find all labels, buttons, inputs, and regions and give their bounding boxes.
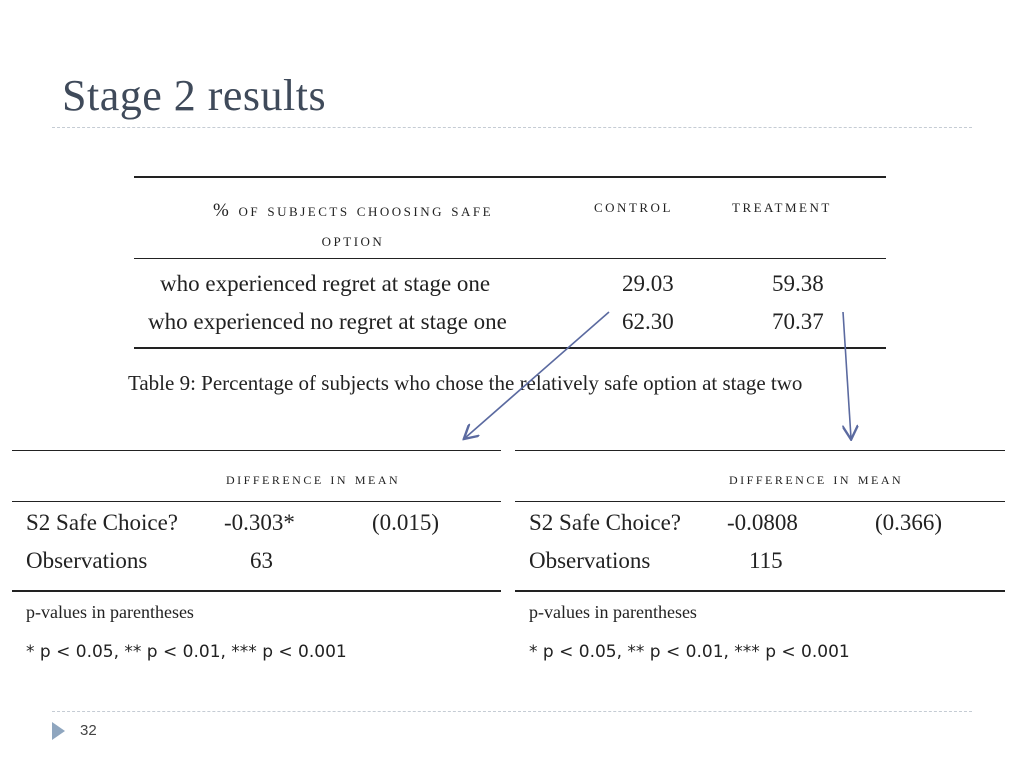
table-row: Observations 115 xyxy=(515,540,1005,578)
note-significance: * p < 0.05, ** p < 0.01, *** p < 0.001 xyxy=(26,642,347,662)
row-p-value: (0.015) xyxy=(372,510,440,535)
table-bottom-rule xyxy=(12,590,501,592)
header-line-2: option xyxy=(321,230,385,251)
table-top-rule xyxy=(515,450,1005,451)
row-value: -0.0808 xyxy=(727,510,798,535)
header-difference-in-mean: difference in mean xyxy=(226,469,401,488)
triangle-bullet-icon xyxy=(52,722,65,740)
header-treatment: treatment xyxy=(732,196,832,217)
row-label: who experienced no regret at stage one xyxy=(148,309,507,334)
table-top-rule xyxy=(12,450,501,451)
row-value: -0.303* xyxy=(224,510,295,535)
row-treatment-value: 70.37 xyxy=(772,309,824,334)
table-header: % of subjects choosing safe option contr… xyxy=(134,178,886,258)
note-pvalues: p-values in parentheses xyxy=(529,602,697,622)
table-row: Observations 63 xyxy=(12,540,501,578)
right-regression-table: difference in mean S2 Safe Choice? -0.08… xyxy=(515,450,1005,662)
arrow-treatment-to-right xyxy=(842,311,851,438)
row-label: S2 Safe Choice? xyxy=(529,510,682,535)
table-mid-rule xyxy=(134,258,886,259)
slide-title: Stage 2 results xyxy=(62,71,327,120)
row-value: 63 xyxy=(250,548,273,573)
row-label: S2 Safe Choice? xyxy=(26,510,179,535)
table-top-rule xyxy=(134,176,886,178)
footer-divider xyxy=(52,711,972,712)
table-row: who experienced regret at stage one 29.0… xyxy=(134,267,886,305)
header-line-1: % of subjects choosing safe xyxy=(212,200,494,221)
row-p-value: (0.366) xyxy=(875,510,943,535)
arrow-control-to-left xyxy=(465,311,610,438)
note-significance: * p < 0.05, ** p < 0.01, *** p < 0.001 xyxy=(529,642,850,662)
main-results-table: % of subjects choosing safe option contr… xyxy=(134,176,886,349)
table-caption: Table 9: Percentage of subjects who chos… xyxy=(128,371,803,395)
header-subjects-choosing-safe: % of subjects choosing safe option xyxy=(148,196,558,256)
left-regression-table: difference in mean S2 Safe Choice? -0.30… xyxy=(12,450,501,662)
table-bottom-rule xyxy=(515,590,1005,592)
row-value: 115 xyxy=(749,548,783,573)
slide-number: 32 xyxy=(80,722,97,739)
row-label: Observations xyxy=(26,548,148,573)
row-control-value: 62.30 xyxy=(622,309,674,334)
table-bottom-rule xyxy=(134,347,886,349)
title-divider xyxy=(52,127,972,128)
header-difference-in-mean: difference in mean xyxy=(729,469,904,488)
table-header: difference in mean xyxy=(515,451,1005,501)
table-mid-rule xyxy=(515,501,1005,502)
row-treatment-value: 59.38 xyxy=(772,271,824,296)
table-mid-rule xyxy=(12,501,501,502)
row-control-value: 29.03 xyxy=(622,271,674,296)
header-control: control xyxy=(594,196,673,217)
table-row: S2 Safe Choice? -0.0808 (0.366) xyxy=(515,502,1005,540)
table-row: who experienced no regret at stage one 6… xyxy=(134,305,886,343)
row-label: who experienced regret at stage one xyxy=(160,271,491,296)
table-row: S2 Safe Choice? -0.303* (0.015) xyxy=(12,502,501,540)
note-pvalues: p-values in parentheses xyxy=(26,602,194,622)
row-label: Observations xyxy=(529,548,651,573)
table-header: difference in mean xyxy=(12,451,501,501)
